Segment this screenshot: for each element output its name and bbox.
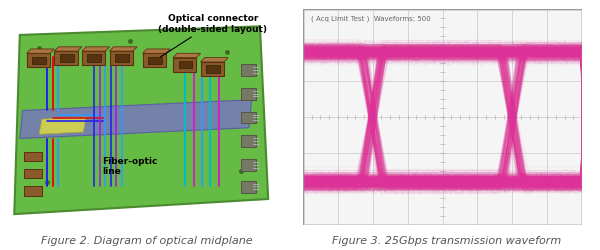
FancyBboxPatch shape: [27, 54, 50, 68]
Text: Figure 3. 25Gbps transmission waveform: Figure 3. 25Gbps transmission waveform: [332, 235, 562, 245]
FancyBboxPatch shape: [179, 62, 193, 69]
Polygon shape: [173, 54, 200, 58]
Polygon shape: [110, 48, 137, 52]
FancyBboxPatch shape: [24, 186, 42, 196]
Polygon shape: [143, 50, 170, 54]
FancyBboxPatch shape: [241, 136, 256, 147]
Polygon shape: [55, 48, 82, 52]
FancyBboxPatch shape: [88, 55, 101, 63]
FancyBboxPatch shape: [24, 152, 42, 162]
FancyBboxPatch shape: [241, 160, 256, 171]
FancyBboxPatch shape: [24, 169, 42, 179]
Polygon shape: [20, 100, 251, 139]
FancyBboxPatch shape: [206, 66, 220, 74]
FancyBboxPatch shape: [55, 52, 78, 66]
FancyBboxPatch shape: [82, 52, 106, 66]
FancyBboxPatch shape: [115, 55, 129, 63]
FancyBboxPatch shape: [241, 65, 256, 77]
Polygon shape: [82, 48, 110, 52]
FancyBboxPatch shape: [241, 112, 256, 124]
Polygon shape: [14, 27, 268, 214]
Text: Figure 2. Diagram of optical midplane: Figure 2. Diagram of optical midplane: [41, 235, 253, 245]
FancyBboxPatch shape: [241, 88, 256, 100]
Polygon shape: [39, 118, 86, 135]
FancyBboxPatch shape: [32, 57, 46, 65]
FancyBboxPatch shape: [143, 54, 166, 68]
FancyBboxPatch shape: [148, 57, 162, 65]
FancyBboxPatch shape: [173, 58, 196, 72]
Text: ( Acq Limit Test )  Waveforms: 500: ( Acq Limit Test ) Waveforms: 500: [311, 16, 431, 22]
FancyBboxPatch shape: [241, 181, 256, 193]
Polygon shape: [200, 58, 228, 63]
FancyBboxPatch shape: [200, 63, 224, 77]
FancyBboxPatch shape: [110, 52, 133, 66]
Text: Optical connector
(double-sided layout): Optical connector (double-sided layout): [158, 14, 268, 58]
Polygon shape: [27, 50, 55, 54]
FancyBboxPatch shape: [60, 55, 74, 63]
Text: Fiber-optic
line: Fiber-optic line: [103, 156, 158, 176]
